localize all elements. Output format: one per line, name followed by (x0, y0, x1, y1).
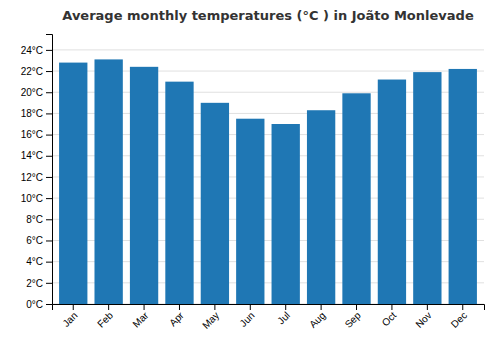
x-tick-label: Nov (413, 310, 433, 330)
x-tick-label: Apr (167, 309, 186, 328)
grid (52, 50, 484, 304)
y-tick: 0°C (26, 299, 52, 310)
y-tick-mark (46, 135, 52, 136)
y-tick: 18°C (21, 108, 52, 119)
x-tick-label: Feb (95, 309, 115, 329)
bar (342, 93, 370, 304)
bars (59, 59, 477, 304)
y-tick-label: 10°C (21, 193, 43, 204)
y-tick-label: 20°C (21, 87, 43, 98)
y-tick: 10°C (21, 193, 52, 204)
y-tick: 22°C (21, 66, 52, 77)
y-tick-label: 8°C (26, 214, 43, 225)
bar (236, 119, 264, 304)
x-tick-mark (144, 304, 145, 310)
x-tick-mark (356, 304, 357, 310)
x-tick-mark (179, 304, 180, 310)
chart: 0°C 2°C 4°C 6°C 8°C 10°C 12°C 14°C 16°C 18°C 20°C 2… (0, 0, 500, 350)
y-tick-label: 6°C (26, 235, 43, 246)
y-tick-label: 2°C (26, 278, 43, 289)
y-tick-mark (46, 71, 52, 72)
bar (201, 103, 229, 304)
x-tick-label: Oct (380, 310, 399, 329)
x-tick-mark (321, 304, 322, 310)
x-tick-label: Jun (237, 310, 256, 329)
y-tick: 8°C (26, 214, 52, 225)
y-tick-label: 12°C (21, 172, 43, 183)
y-tick-mark (46, 198, 52, 199)
x-tick-label: Aug (307, 310, 327, 330)
x-tick-label: May (200, 310, 221, 331)
x-tick: Apr (167, 304, 186, 328)
y-tick-mark (46, 262, 52, 263)
y-tick-mark (46, 156, 52, 157)
y-axis-line (46, 35, 53, 305)
x-tick: Sep (343, 304, 364, 330)
x-tick: Jul (275, 304, 292, 326)
grid-line (52, 49, 484, 50)
x-tick-label: Jan (60, 310, 79, 329)
y-tick-mark (46, 50, 52, 51)
bar (272, 124, 300, 304)
y-tick-label: 22°C (21, 66, 43, 77)
plot: 0°C 2°C 4°C 6°C 8°C 10°C 12°C 14°C 16°C 18°C 20°C 2… (21, 35, 485, 331)
y-tick-mark (46, 113, 52, 114)
bar (130, 67, 158, 304)
y-tick-label: 14°C (21, 150, 43, 161)
x-tick: Mar (130, 304, 150, 330)
y-tick-mark (46, 219, 52, 220)
x-tick-label: Mar (130, 309, 150, 329)
x-axis-line (53, 305, 485, 311)
y-tick-label: 4°C (26, 256, 43, 267)
x-tick-mark (391, 304, 392, 310)
x-tick: Dec (449, 304, 469, 330)
x-tick-mark (250, 304, 251, 310)
x-tick-mark (427, 304, 428, 310)
bar (165, 82, 193, 304)
bar (413, 72, 441, 304)
x-tick-mark (462, 304, 463, 310)
x-tick-label: Sep (343, 309, 364, 330)
y-tick: 14°C (21, 150, 52, 161)
bar (378, 80, 406, 304)
x-tick: Jan (60, 304, 79, 329)
y-tick-mark (46, 240, 52, 241)
x-tick: Oct (380, 304, 399, 328)
y-tick-label: 24°C (21, 45, 43, 56)
bar (449, 69, 477, 304)
x-tick-mark (214, 304, 215, 310)
x-tick-mark (73, 304, 74, 310)
y-axis: 0°C 2°C 4°C 6°C 8°C 10°C 12°C 14°C 16°C 18°C 20°C 2… (21, 35, 53, 310)
y-tick-label: 0°C (26, 299, 43, 310)
y-tick-label: 16°C (21, 129, 43, 140)
y-tick: 12°C (21, 172, 52, 183)
y-tick-mark (46, 304, 52, 305)
y-tick-mark (46, 92, 52, 93)
title: Average monthly temperatures (°C ) in Jo… (62, 8, 474, 23)
y-tick: 24°C (21, 45, 52, 56)
x-axis: Jan Feb Mar Apr May Jun Jul Aug Sep Oct Nov Dec (53, 304, 485, 331)
bar (307, 110, 335, 304)
y-tick: 2°C (26, 278, 52, 289)
x-tick-mark (285, 304, 286, 310)
y-tick: 20°C (21, 87, 52, 98)
x-tick-label: Dec (449, 310, 469, 330)
x-tick: Aug (307, 304, 327, 330)
x-tick: Jun (237, 304, 256, 329)
y-tick: 4°C (26, 256, 52, 267)
x-tick: May (200, 304, 221, 331)
x-tick: Nov (413, 304, 433, 330)
y-tick-label: 18°C (21, 108, 43, 119)
x-tick-label: Jul (275, 310, 292, 327)
y-tick-mark (46, 283, 52, 284)
x-tick: Feb (95, 304, 115, 330)
y-tick-mark (46, 177, 52, 178)
bar (59, 63, 87, 304)
bar (94, 59, 122, 304)
y-tick: 16°C (21, 129, 52, 140)
y-tick: 6°C (26, 235, 52, 246)
x-tick-mark (108, 304, 109, 310)
